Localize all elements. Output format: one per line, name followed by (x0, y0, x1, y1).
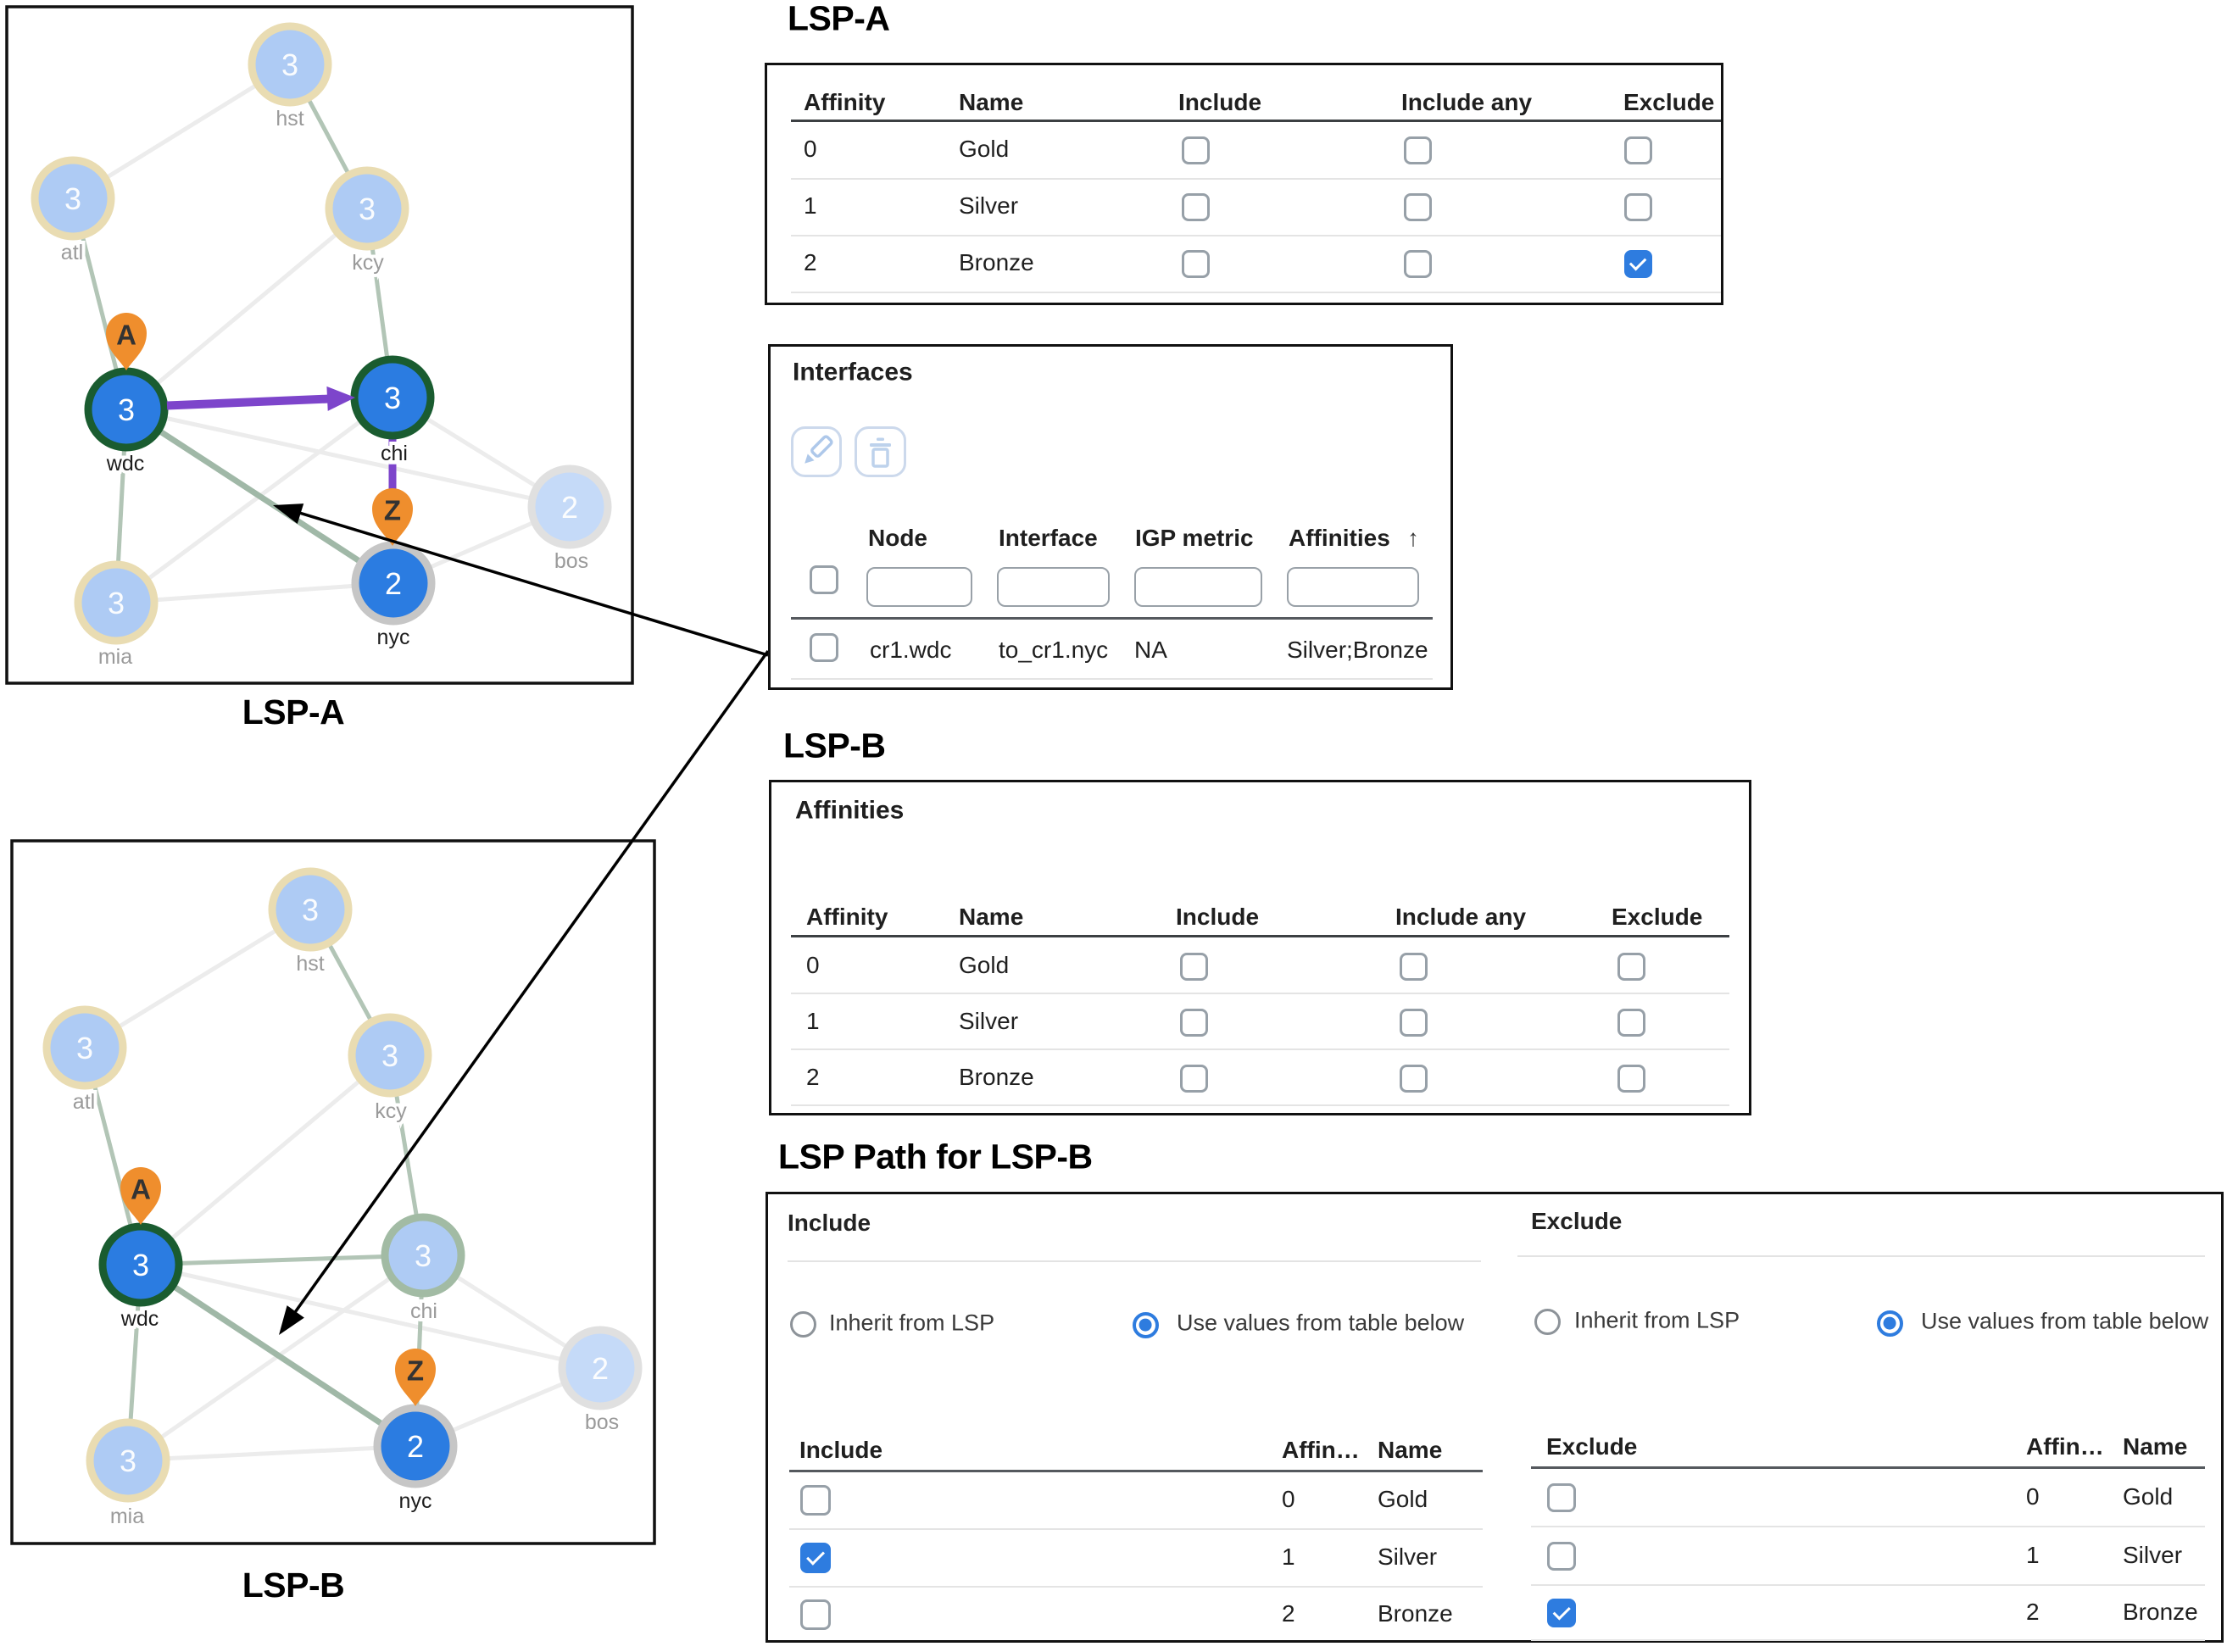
svg-text:3: 3 (118, 392, 135, 427)
svg-text:hst: hst (276, 107, 303, 131)
svg-text:3: 3 (76, 1031, 93, 1065)
svg-text:kcy: kcy (375, 1099, 407, 1123)
svg-text:LSP-A: LSP-A (242, 693, 345, 731)
svg-text:atl: atl (61, 241, 83, 264)
svg-text:A: A (131, 1174, 151, 1205)
svg-text:3: 3 (302, 893, 319, 927)
svg-text:3: 3 (132, 1248, 149, 1282)
svg-text:3: 3 (415, 1238, 431, 1273)
svg-text:nyc: nyc (399, 1489, 432, 1513)
svg-text:Z: Z (384, 495, 401, 526)
svg-text:bos: bos (585, 1410, 619, 1434)
svg-text:2: 2 (407, 1429, 424, 1464)
svg-text:bos: bos (554, 549, 588, 573)
svg-text:2: 2 (385, 566, 402, 601)
svg-text:2: 2 (592, 1351, 609, 1386)
svg-text:Z: Z (407, 1355, 424, 1387)
svg-text:A: A (116, 320, 136, 351)
svg-text:mia: mia (98, 645, 132, 669)
svg-text:3: 3 (281, 47, 298, 82)
svg-text:3: 3 (359, 192, 376, 226)
svg-text:chi: chi (381, 442, 408, 465)
svg-text:hst: hst (296, 952, 324, 976)
svg-text:3: 3 (381, 1038, 398, 1073)
svg-text:3: 3 (108, 586, 125, 620)
svg-text:wdc: wdc (120, 1307, 159, 1331)
svg-text:chi: chi (410, 1299, 437, 1323)
svg-text:2: 2 (561, 490, 578, 525)
svg-text:wdc: wdc (106, 452, 144, 476)
svg-text:atl: atl (73, 1090, 95, 1114)
svg-text:3: 3 (384, 381, 401, 415)
svg-text:nyc: nyc (377, 626, 410, 649)
svg-text:3: 3 (120, 1443, 136, 1478)
svg-text:3: 3 (64, 181, 81, 216)
svg-text:LSP-B: LSP-B (242, 1566, 345, 1605)
svg-text:mia: mia (110, 1505, 144, 1528)
svg-text:kcy: kcy (352, 251, 384, 275)
